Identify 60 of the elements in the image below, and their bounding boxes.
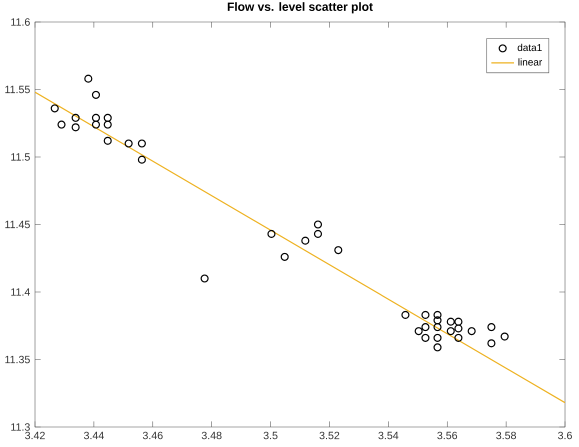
- point: [446, 318, 455, 326]
- point: [421, 323, 430, 332]
- x-tick-label: 3.6: [558, 432, 572, 440]
- legend-label: data1: [518, 44, 542, 52]
- y-tick-label: 11.5: [11, 153, 30, 161]
- point: [401, 310, 410, 319]
- point: [138, 139, 146, 148]
- point: [414, 327, 423, 336]
- x-tick-label: 3.46: [142, 432, 163, 440]
- x-tick-label: 3.5: [264, 432, 278, 440]
- point: [124, 139, 133, 148]
- point: [433, 343, 442, 352]
- y-tick-label: 11.55: [5, 86, 30, 94]
- point: [487, 323, 496, 332]
- point: [421, 334, 430, 342]
- x-tick-label: 3.52: [320, 432, 340, 440]
- point: [92, 114, 100, 122]
- point: [72, 114, 80, 122]
- point: [468, 327, 476, 336]
- point: [500, 332, 509, 341]
- point: [314, 220, 322, 229]
- point: [454, 334, 462, 342]
- point: [92, 120, 100, 129]
- chart-title: Flow vs. level scatter plot: [228, 2, 373, 14]
- x-tick-label: 3.42: [25, 432, 45, 440]
- y-tick-label: 11.45: [5, 220, 30, 228]
- point: [301, 236, 310, 245]
- x-tick-label: 3.56: [437, 432, 458, 440]
- point: [84, 74, 92, 83]
- point: [57, 120, 66, 129]
- point: [433, 323, 442, 332]
- point: [138, 156, 146, 164]
- point: [446, 327, 455, 336]
- point: [433, 316, 442, 324]
- legend-label: linear: [518, 58, 542, 66]
- point: [314, 230, 322, 238]
- point: [50, 104, 59, 112]
- point: [487, 339, 496, 348]
- point: [104, 136, 112, 145]
- x-tick-label: 3.54: [378, 432, 398, 440]
- y-tick-label: 11.35: [5, 356, 30, 364]
- point: [72, 123, 80, 132]
- point: [280, 252, 289, 261]
- point: [433, 334, 442, 342]
- point: [454, 318, 462, 326]
- x-tick-label: 3.58: [496, 432, 516, 440]
- point: [104, 114, 112, 122]
- point: [454, 324, 462, 332]
- x-tick-label: 3.48: [202, 432, 222, 440]
- y-tick-label: 11.6: [11, 18, 30, 26]
- point: [267, 230, 276, 238]
- point: [104, 120, 112, 129]
- y-tick-label: 11.3: [11, 423, 30, 431]
- x-tick-label: 3.44: [84, 432, 104, 440]
- point: [92, 90, 100, 99]
- point: [200, 274, 209, 283]
- point: [433, 310, 442, 319]
- point: [334, 246, 342, 254]
- point: [421, 310, 430, 319]
- y-tick-label: 11.4: [11, 288, 30, 296]
